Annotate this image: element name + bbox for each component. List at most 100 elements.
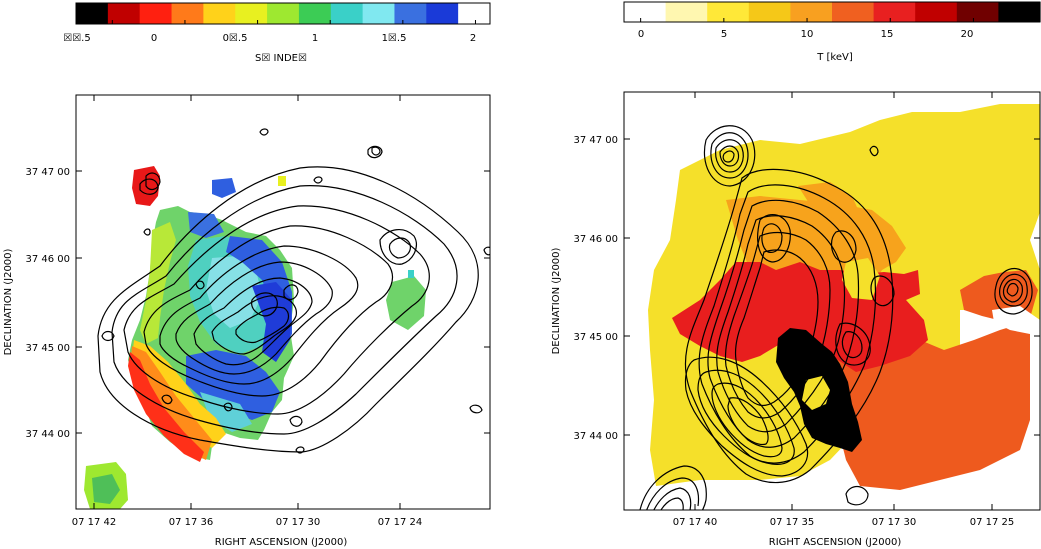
left-x-tick-label: 07 17 30 bbox=[276, 517, 321, 528]
radio-contour bbox=[143, 228, 151, 236]
right-radio-contours bbox=[639, 125, 1033, 510]
right-x-tick-label: 07 17 35 bbox=[770, 517, 815, 528]
left-y-tick-label: 37 46 00 bbox=[25, 254, 70, 265]
radio-contour bbox=[711, 382, 783, 458]
radio-contour bbox=[101, 330, 115, 342]
right-y-tick-label: 37 44 00 bbox=[573, 431, 618, 442]
radio-contour bbox=[313, 176, 323, 184]
left-colorbar-frame bbox=[75, 2, 491, 25]
right-panel: 0 5 10 15 20 T [keV] bbox=[551, 1, 1041, 548]
radio-contour bbox=[111, 185, 458, 435]
right-colorbar-tick-label: 0 bbox=[638, 29, 644, 40]
radio-contour bbox=[660, 497, 684, 510]
left-colorbar-tick-label: 0 bbox=[151, 33, 157, 44]
radio-contour bbox=[994, 268, 1033, 315]
radio-contour bbox=[716, 215, 846, 433]
right-axis-ticks bbox=[624, 92, 1040, 510]
spectral-index-region bbox=[92, 474, 120, 504]
colorbar-cell bbox=[458, 3, 491, 24]
radio-contour bbox=[757, 213, 791, 263]
radio-contour bbox=[161, 394, 173, 405]
left-axis-ticks bbox=[76, 95, 490, 509]
radio-contour bbox=[143, 225, 393, 397]
colorbar-cell bbox=[330, 3, 364, 24]
radio-contour bbox=[653, 487, 692, 510]
radio-contour bbox=[145, 172, 161, 191]
radio-contour bbox=[684, 168, 894, 484]
colorbar-cell bbox=[832, 2, 875, 22]
radio-contour bbox=[869, 145, 879, 157]
colorbar-cell bbox=[298, 3, 332, 24]
left-colorbar-tick-label: 1☒.5 bbox=[382, 33, 407, 44]
colorbar-cell bbox=[707, 2, 750, 22]
spectral-index-region bbox=[128, 352, 204, 462]
right-colorbar-tick-label: 5 bbox=[721, 29, 727, 40]
right-x-tick-label: 07 17 40 bbox=[673, 517, 718, 528]
radio-contour bbox=[139, 178, 159, 195]
radio-contour bbox=[379, 229, 417, 265]
colorbar-cell bbox=[426, 3, 459, 24]
right-y-tick-label: 37 47 00 bbox=[573, 135, 618, 146]
colorbar-cell bbox=[624, 2, 667, 22]
radio-contour bbox=[97, 166, 479, 453]
radio-contour bbox=[235, 306, 290, 344]
radio-contour bbox=[289, 415, 303, 427]
radio-contour bbox=[761, 223, 783, 253]
radio-contour bbox=[697, 369, 795, 465]
right-colorbar-tick-label: 10 bbox=[801, 29, 814, 40]
spectral-index-region bbox=[200, 392, 252, 432]
radio-contour bbox=[870, 275, 895, 307]
colorbar-cell bbox=[171, 3, 204, 24]
spectral-index-region bbox=[386, 276, 426, 330]
radio-contour bbox=[639, 465, 707, 510]
colorbar-cell bbox=[915, 2, 958, 22]
right-colorbar: 0 5 10 15 20 T [keV] bbox=[623, 1, 1041, 63]
radio-contour bbox=[835, 322, 871, 366]
left-x-tick-label: 07 17 36 bbox=[169, 517, 214, 528]
radio-contour bbox=[251, 292, 278, 317]
colorbar-cell bbox=[873, 2, 916, 22]
temperature-region bbox=[992, 306, 1040, 336]
left-colorbar: ☒☒.5 0 0☒.5 1 1☒.5 2 S☒ INDE☒ bbox=[63, 2, 491, 64]
colorbar-cell bbox=[235, 3, 268, 24]
radio-contour bbox=[841, 331, 863, 359]
right-plot-frame bbox=[623, 91, 1041, 511]
colorbar-cell bbox=[139, 3, 173, 24]
spectral-index-region bbox=[212, 178, 236, 198]
left-colorbar-tick-label: 0☒.5 bbox=[223, 33, 248, 44]
left-colorbar-tick-label: ☒☒.5 bbox=[63, 33, 90, 44]
left-colorbar-tick-label: 2 bbox=[470, 33, 476, 44]
left-plot-frame bbox=[75, 94, 491, 510]
spectral-index-region bbox=[408, 270, 414, 278]
radio-contour bbox=[724, 231, 831, 419]
right-colorbar-cells bbox=[624, 2, 1041, 22]
colorbar-cell bbox=[665, 2, 708, 22]
radio-contour bbox=[1006, 282, 1019, 297]
colorbar-cell bbox=[748, 2, 791, 22]
right-y-axis-title: DECLINATION (J2000) bbox=[551, 247, 562, 354]
left-colorbar-ticks bbox=[111, 20, 476, 24]
spectral-index-region bbox=[188, 212, 224, 238]
colorbar-cell bbox=[956, 2, 999, 22]
left-radio-contours bbox=[97, 128, 490, 454]
right-y-tick-label: 37 46 00 bbox=[573, 234, 618, 245]
right-x-tick-label: 07 17 30 bbox=[872, 517, 917, 528]
colorbar-cell bbox=[203, 3, 236, 24]
left-x-tick-label: 07 17 42 bbox=[72, 517, 117, 528]
colorbar-cell bbox=[394, 3, 427, 24]
radio-contour bbox=[703, 125, 756, 187]
left-colorbar-tick-label: 1 bbox=[312, 33, 318, 44]
colorbar-cell bbox=[107, 3, 141, 24]
right-y-tick-label: 37 45 00 bbox=[573, 332, 618, 343]
radio-contour bbox=[845, 485, 869, 506]
colorbar-cell bbox=[790, 2, 833, 22]
radio-contour bbox=[175, 261, 333, 375]
radio-contour bbox=[388, 237, 411, 259]
radio-contour bbox=[684, 356, 809, 477]
colorbar-cell bbox=[76, 3, 109, 24]
right-colorbar-tick-label: 15 bbox=[881, 29, 894, 40]
left-colorbar-title: S☒ INDE☒ bbox=[255, 53, 307, 64]
radio-contour bbox=[469, 404, 483, 414]
right-plot-area: 07 17 40 07 17 35 07 17 30 07 17 25 37 4… bbox=[551, 91, 1041, 548]
